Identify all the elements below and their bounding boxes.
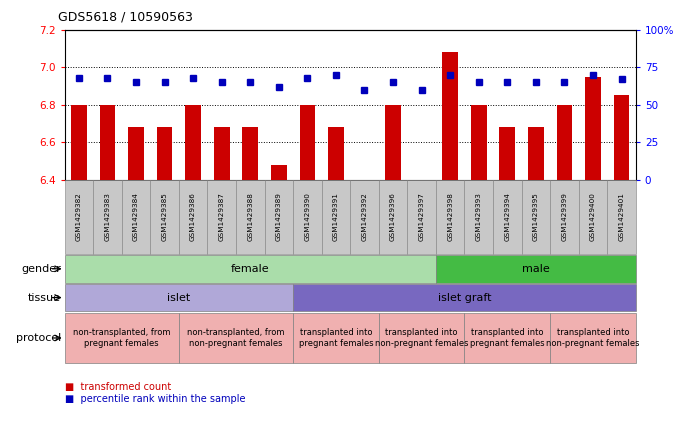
Text: GSM1429398: GSM1429398 <box>447 192 453 241</box>
Text: GSM1429386: GSM1429386 <box>190 192 196 241</box>
Text: GSM1429397: GSM1429397 <box>419 192 424 241</box>
Text: GSM1429391: GSM1429391 <box>333 192 339 241</box>
Bar <box>214 127 230 180</box>
Bar <box>613 95 630 180</box>
Text: GDS5618 / 10590563: GDS5618 / 10590563 <box>58 11 192 24</box>
Text: islet graft: islet graft <box>438 293 491 302</box>
Text: GSM1429389: GSM1429389 <box>276 192 282 241</box>
Text: GSM1429388: GSM1429388 <box>248 192 253 241</box>
Text: GSM1429384: GSM1429384 <box>133 192 139 241</box>
Text: GSM1429395: GSM1429395 <box>533 192 539 241</box>
Text: non-transplanted, from
non-pregnant females: non-transplanted, from non-pregnant fema… <box>187 328 285 348</box>
Text: male: male <box>522 264 549 274</box>
Text: GSM1429393: GSM1429393 <box>476 192 481 241</box>
Bar <box>499 127 515 180</box>
Text: gender: gender <box>22 264 61 274</box>
Text: GSM1429387: GSM1429387 <box>219 192 224 241</box>
Text: GSM1429383: GSM1429383 <box>105 192 110 241</box>
Bar <box>242 127 258 180</box>
Text: GSM1429394: GSM1429394 <box>505 192 510 241</box>
Text: female: female <box>231 264 269 274</box>
Bar <box>356 180 373 184</box>
Bar <box>99 105 116 180</box>
Bar <box>71 105 87 180</box>
Text: ■  percentile rank within the sample: ■ percentile rank within the sample <box>65 394 245 404</box>
Bar <box>585 77 601 180</box>
Text: GSM1429392: GSM1429392 <box>362 192 367 241</box>
Text: protocol: protocol <box>16 333 61 343</box>
Text: GSM1429385: GSM1429385 <box>162 192 167 241</box>
Bar <box>271 165 287 180</box>
Bar <box>442 52 458 180</box>
Bar <box>556 105 573 180</box>
Text: islet: islet <box>167 293 190 302</box>
Bar <box>185 105 201 180</box>
Text: non-transplanted, from
pregnant females: non-transplanted, from pregnant females <box>73 328 171 348</box>
Bar <box>413 180 430 184</box>
Text: transplanted into
pregnant females: transplanted into pregnant females <box>470 328 545 348</box>
Bar <box>156 127 173 180</box>
Text: GSM1429382: GSM1429382 <box>76 192 82 241</box>
Text: transplanted into
non-pregnant females: transplanted into non-pregnant females <box>375 328 469 348</box>
Bar <box>471 105 487 180</box>
Text: ■  transformed count: ■ transformed count <box>65 382 171 393</box>
Text: GSM1429396: GSM1429396 <box>390 192 396 241</box>
Text: transplanted into
non-pregnant females: transplanted into non-pregnant females <box>546 328 640 348</box>
Text: GSM1429390: GSM1429390 <box>305 192 310 241</box>
Bar <box>385 105 401 180</box>
Text: tissue: tissue <box>28 293 61 302</box>
Bar <box>299 105 316 180</box>
Text: GSM1429400: GSM1429400 <box>590 192 596 241</box>
Text: transplanted into
pregnant females: transplanted into pregnant females <box>299 328 373 348</box>
Bar <box>128 127 144 180</box>
Bar <box>328 127 344 180</box>
Bar <box>528 127 544 180</box>
Text: GSM1429401: GSM1429401 <box>619 192 624 241</box>
Text: GSM1429399: GSM1429399 <box>562 192 567 241</box>
